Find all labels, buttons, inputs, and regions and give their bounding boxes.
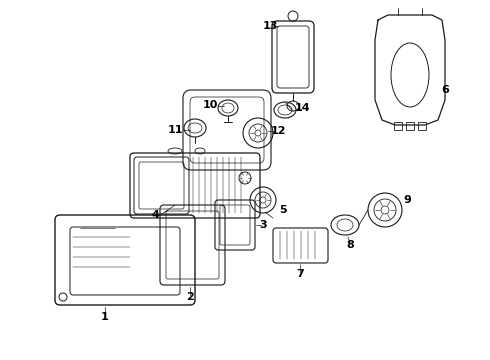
Text: 12: 12 [270, 126, 286, 136]
Text: 5: 5 [279, 205, 287, 215]
Text: 3: 3 [259, 220, 267, 230]
Text: 10: 10 [202, 100, 218, 110]
Text: 13: 13 [262, 21, 278, 31]
Text: 9: 9 [403, 195, 411, 205]
Text: 8: 8 [346, 240, 354, 250]
Text: 1: 1 [101, 312, 109, 322]
Bar [406, 122, 414, 130]
Text: 2: 2 [186, 292, 194, 302]
Text: 4: 4 [151, 210, 159, 220]
Bar [418, 122, 426, 130]
Text: 6: 6 [441, 85, 449, 95]
Text: 14: 14 [295, 103, 311, 113]
Text: 7: 7 [296, 269, 304, 279]
Text: 11: 11 [167, 125, 183, 135]
Bar [394, 122, 402, 130]
